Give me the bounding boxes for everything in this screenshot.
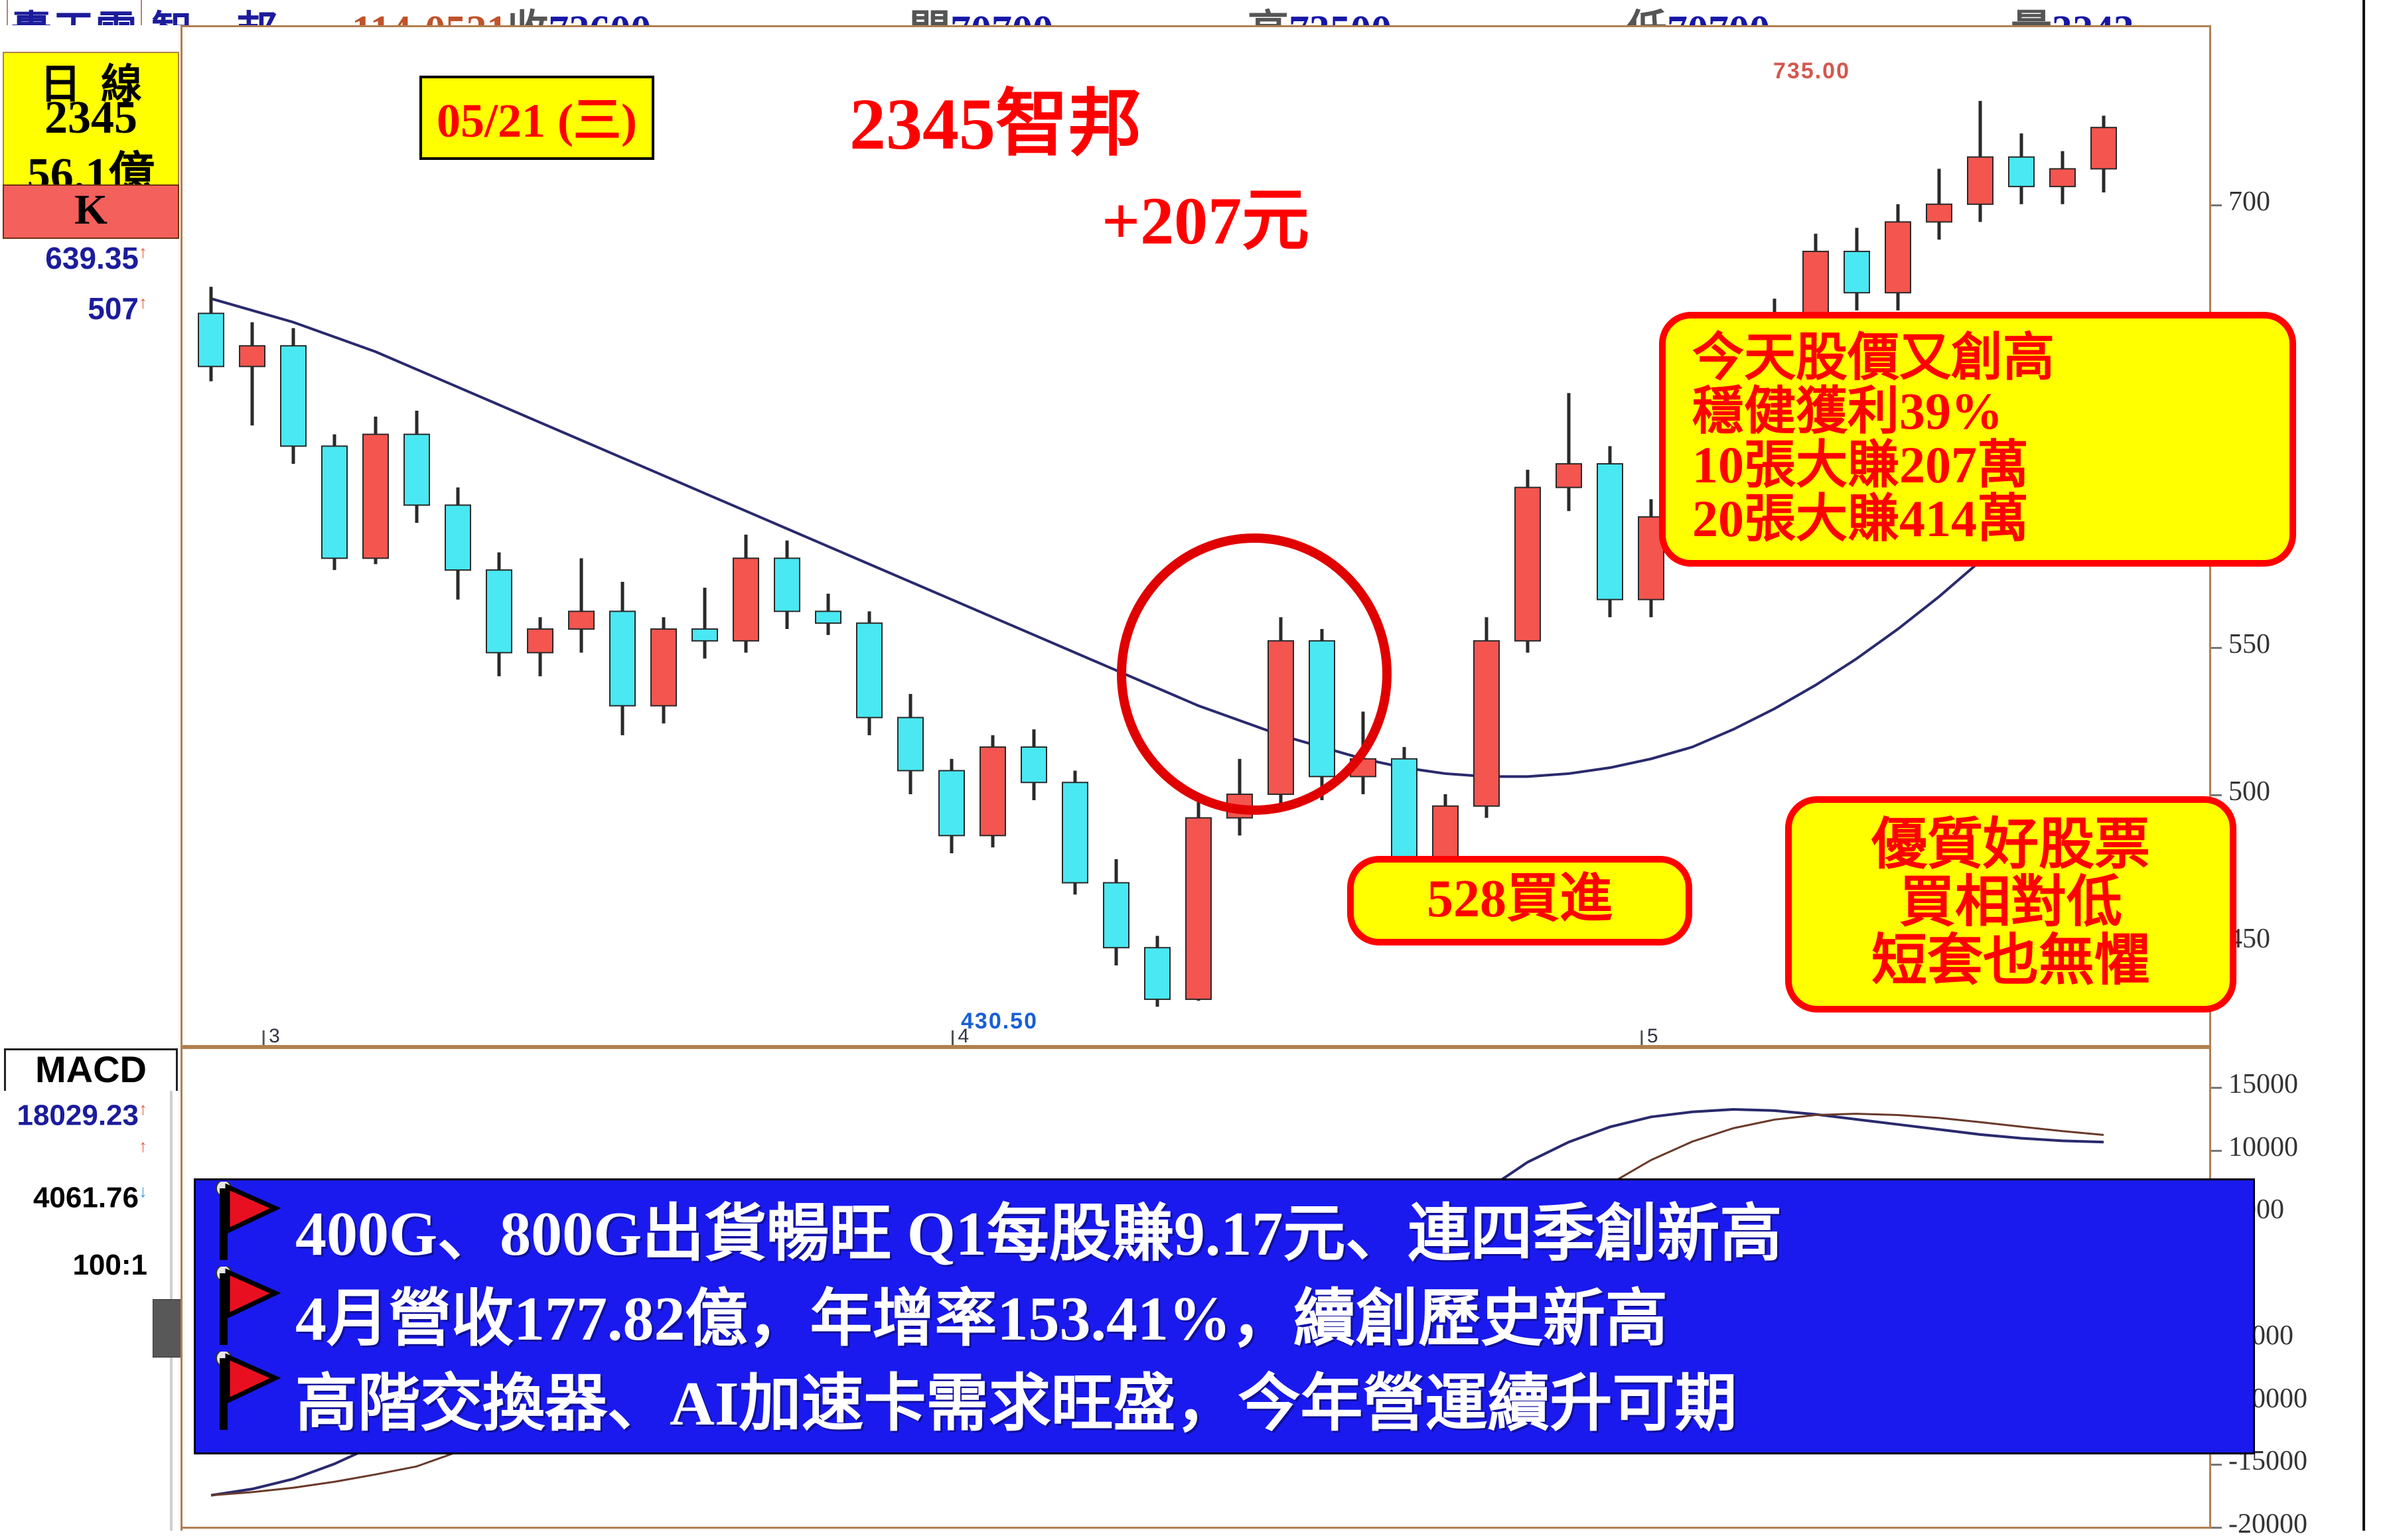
svg-text:4: 4 — [958, 1025, 970, 1047]
macd-title-label: MACD — [35, 1048, 147, 1090]
callout1-line-3: 10張大賺207萬 — [1692, 436, 2029, 494]
macd-axis-label: 15000 — [2228, 1068, 2298, 1099]
price-axis-label: 500 — [2228, 776, 2270, 807]
price-axis-label: 700 — [2228, 186, 2270, 217]
news-banner-row: 高階交換器、AI加速卡需求旺盛，今年營運續升可期 — [196, 1350, 2253, 1438]
chart-type-button[interactable]: K — [3, 184, 179, 239]
ma-value-1: 639.35↑ — [45, 241, 147, 275]
macd-dif-value: 18029.23↑ — [17, 1099, 147, 1132]
macd-axis-tick — [2211, 1464, 2222, 1466]
macd-axis-tick — [2211, 1527, 2222, 1529]
price-change-label: +207元 — [1102, 184, 1310, 259]
svg-text:3: 3 — [269, 1025, 280, 1047]
period-summary-box[interactable]: 日線 2345 56.1億 — [3, 52, 179, 200]
macd-axis-label: -20000 — [2228, 1509, 2307, 1539]
price-change-headline: +207元 — [1102, 166, 1309, 263]
swing-low-tag: 430.50 — [961, 1009, 1038, 1034]
news-line-2: 4月營收177.82億，年增率153.41%，續創歷史新高 — [295, 1285, 1668, 1354]
macd-signal-value: 4061.76↓ — [33, 1181, 147, 1214]
date-badge-label: 05/21 (三) — [437, 94, 637, 147]
callout-box-advice: 優質好股票 買相對低 短套也無懼 — [1785, 796, 2236, 1013]
ma1-up-arrow-icon: ↑ — [139, 242, 147, 262]
entry-price-badge: 528買進 — [1347, 856, 1692, 946]
ma-value-2: 507↑ — [88, 291, 147, 326]
entry-price-label: 528買進 — [1427, 870, 1613, 928]
window-right-edge — [2362, 0, 2393, 1531]
period-label: 日線 — [39, 62, 162, 107]
red-flag-icon — [216, 1267, 281, 1345]
red-flag-icon — [216, 1182, 281, 1260]
macd-axis-tick — [2211, 1149, 2222, 1152]
chart-headline-label: 2345智邦 — [849, 84, 1141, 165]
macd-axis-tick — [2211, 1086, 2222, 1089]
callout1-line-2: 穩健獲利39% — [1692, 382, 2003, 441]
macd-axis-label: 10000 — [2228, 1131, 2298, 1162]
callout-box-profit: 今天股價又創高 穩健獲利39% 10張大賺207萬 20張大賺414萬 — [1659, 312, 2296, 567]
callout1-line-4: 20張大賺414萬 — [1692, 490, 2029, 548]
news-line-1: 400G、800G出貨暢旺 Q1每股賺9.17元、連四季創新高 — [295, 1200, 1782, 1269]
left-info-panel: 日線 2345 56.1億 K 639.35↑ 507↑ — [0, 25, 182, 1047]
macd-mid-up-arrow-icon: ↑ — [139, 1136, 147, 1156]
callout2-line-3: 短套也無懼 — [1871, 930, 2150, 992]
macd-title-box[interactable]: MACD — [4, 1048, 178, 1095]
price-axis-tick — [2211, 646, 2222, 649]
macd-info-panel: 18029.23↑ ↑ 4061.76↓ 100:1 — [0, 1091, 182, 1531]
swing-high-tag: 735.00 — [1773, 58, 1850, 84]
chart-type-label: K — [74, 186, 108, 233]
news-banner: 400G、800G出貨暢旺 Q1每股賺9.17元、連四季創新高 4月營收177.… — [194, 1178, 2255, 1454]
red-flag-icon — [216, 1352, 281, 1430]
date-badge: 05/21 (三) — [419, 76, 654, 160]
news-banner-row: 400G、800G出貨暢旺 Q1每股賺9.17元、連四季創新高 — [196, 1180, 2253, 1269]
svg-text:5: 5 — [1647, 1025, 1658, 1047]
ma2-up-arrow-icon: ↑ — [139, 292, 147, 313]
macd-dif-up-arrow-icon: ↑ — [139, 1099, 147, 1119]
callout2-line-2: 買相對低 — [1899, 872, 2122, 934]
stock-code-label: 2345 — [44, 92, 137, 143]
chart-headline: 2345智邦 — [849, 64, 1141, 170]
news-line-3: 高階交換器、AI加速卡需求旺盛，今年營運續升可期 — [295, 1369, 1737, 1438]
price-axis-tick — [2211, 794, 2222, 797]
macd-signal-down-arrow-icon: ↓ — [139, 1181, 147, 1201]
macd-mid-marker: ↑ — [0, 1136, 147, 1170]
callout1-line-1: 今天股價又創高 — [1692, 328, 2055, 386]
callout2-line-1: 優質好股票 — [1871, 814, 2150, 876]
macd-scale-ratio: 100:1 — [72, 1249, 147, 1281]
price-axis-label: 550 — [2228, 628, 2270, 660]
news-banner-row: 4月營收177.82億，年增率153.41%，續創歷史新高 — [196, 1265, 2253, 1354]
price-axis-tick — [2211, 204, 2222, 206]
